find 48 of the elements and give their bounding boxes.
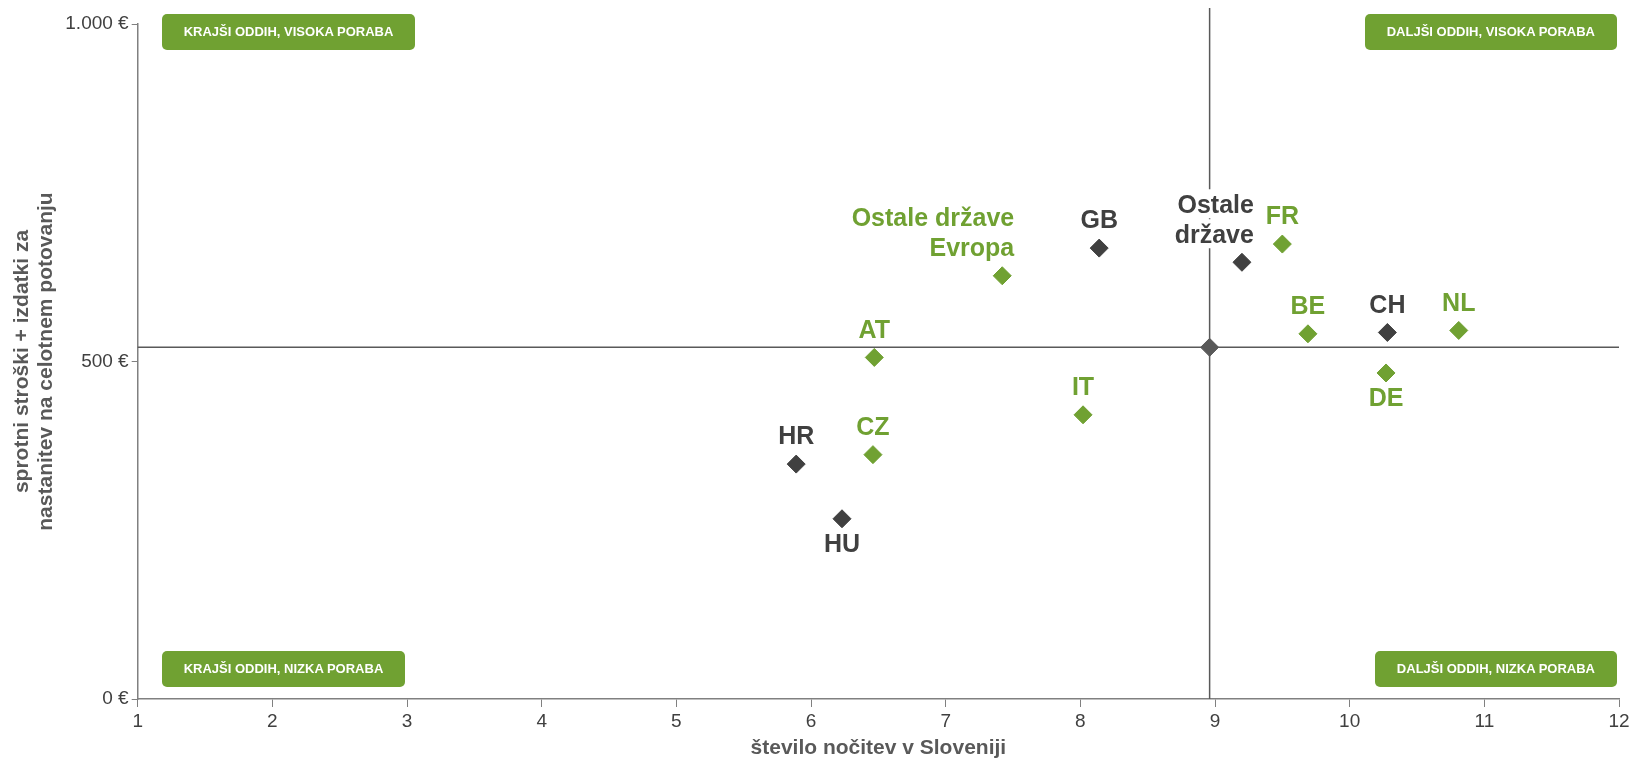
x-tick-label: 2	[267, 709, 278, 731]
y-tick-label: 500 €	[81, 349, 130, 371]
x-tick-label: 6	[805, 709, 817, 731]
series-label: FR	[1265, 201, 1299, 230]
point	[1089, 238, 1109, 258]
series-label: NL	[1442, 287, 1476, 316]
x-tick-label: 10	[1339, 709, 1361, 731]
y-tick-label: 0 €	[102, 687, 130, 709]
point	[1272, 234, 1292, 254]
y-axis-title: sprotni stroški + izdatki za nastanitev na celotnem potovanju	[8, 192, 57, 531]
series-label: AT	[858, 314, 891, 343]
series-label: Ostale države Evropa	[851, 203, 1016, 262]
quadrant-label: KRAJŠI ODDIH, VISOKA PORABA	[161, 14, 416, 50]
series-label: Ostale države	[1174, 189, 1255, 248]
point	[864, 347, 884, 367]
x-tick-label: 3	[401, 709, 413, 731]
x-tick-label: 1	[132, 709, 143, 731]
x-tick-label: 5	[671, 709, 682, 731]
y-tick-label: 1.000 €	[65, 12, 130, 34]
series-label: CZ	[856, 412, 890, 441]
point	[832, 509, 852, 529]
x-tick-label: 11	[1474, 709, 1495, 731]
x-axis-title: število nočitev v Sloveniji	[750, 735, 1007, 759]
series-label: BE	[1290, 291, 1326, 320]
quadrant-label: KRAJŠI ODDIH, NIZKA PORABA	[161, 651, 406, 687]
point	[786, 454, 806, 474]
quadrant-label: DALJŠI ODDIH, VISOKA PORABA	[1364, 14, 1617, 50]
point	[1200, 337, 1220, 357]
point	[1073, 405, 1093, 425]
point	[1449, 320, 1469, 340]
point	[863, 445, 883, 465]
series-label: IT	[1071, 372, 1095, 401]
series-label: HU	[823, 529, 861, 558]
point	[1232, 252, 1252, 272]
x-tick-label: 9	[1209, 709, 1221, 731]
quadrant-label: DALJŠI ODDIH, NIZKA PORABA	[1374, 651, 1617, 687]
point	[1376, 363, 1396, 383]
x-tick-label: 4	[536, 709, 548, 731]
series-label: CH	[1369, 289, 1406, 318]
x-tick-label: 7	[940, 709, 951, 731]
point	[1298, 324, 1318, 344]
series-label: DE	[1368, 383, 1404, 412]
series-label: HR	[778, 421, 815, 450]
x-tick-label: 12	[1608, 709, 1630, 731]
series-label: GB	[1080, 205, 1118, 234]
point	[1377, 322, 1397, 342]
point	[992, 266, 1012, 286]
x-tick-label: 8	[1075, 709, 1086, 731]
